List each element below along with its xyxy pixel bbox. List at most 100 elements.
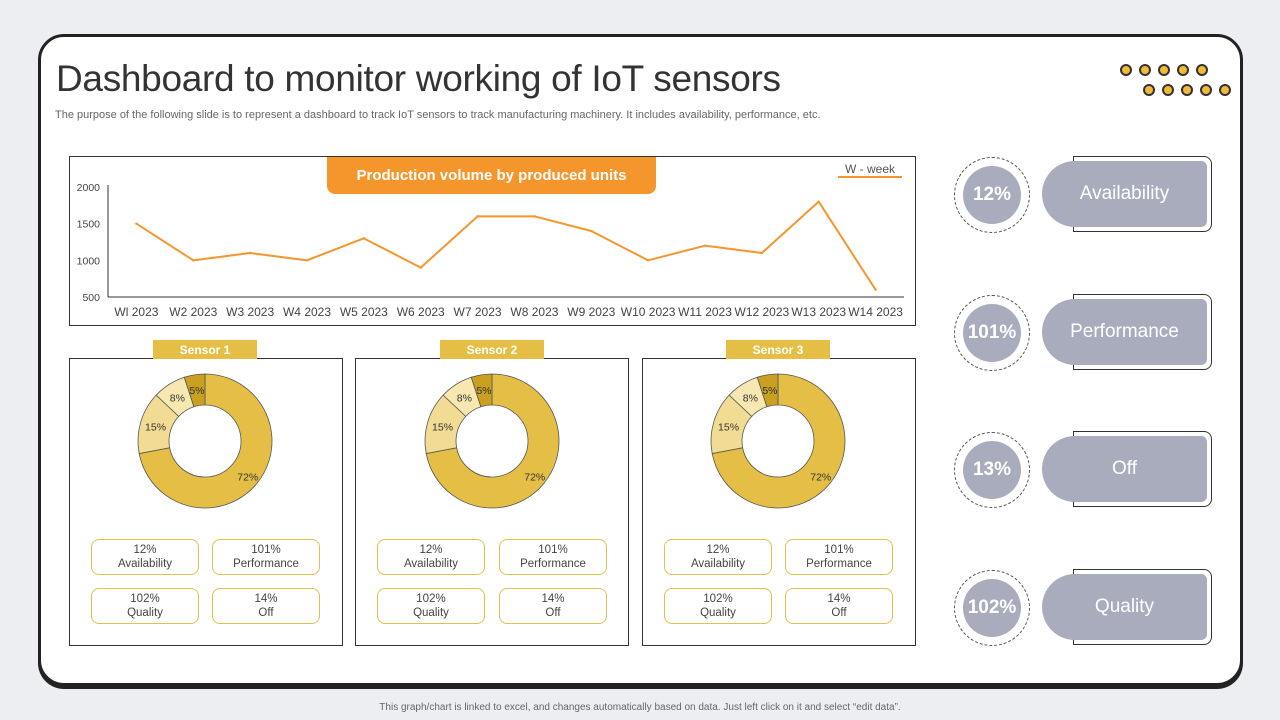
decor-dot xyxy=(1143,84,1155,96)
stat-value: 14% xyxy=(254,593,278,605)
x-tick-label: W10 2023 xyxy=(621,305,676,319)
data-point xyxy=(590,229,593,233)
donut-slice-label: 15% xyxy=(718,422,739,434)
donut-slice xyxy=(425,373,560,509)
sensor-3-stat-off: 14% Off xyxy=(785,588,893,624)
x-tick-label: W6 2023 xyxy=(397,305,445,319)
x-tick-label: W11 2023 xyxy=(678,305,732,319)
stat-label: Performance xyxy=(233,558,299,570)
sensor-1-stat-performance: 101% Performance xyxy=(212,539,320,575)
sensor-3-donut-chart[interactable]: 72% 15% 8% 5% xyxy=(703,366,853,516)
decor-dot xyxy=(1158,64,1170,76)
stat-label: Quality xyxy=(127,607,163,619)
stat-label: Availability xyxy=(117,558,173,570)
sensor-1-stat-quality: 102% Quality xyxy=(91,588,199,624)
x-tick-label: W8 2023 xyxy=(510,305,558,319)
donut-slice-label: 8% xyxy=(170,393,185,405)
data-point xyxy=(135,222,138,225)
y-tick-label: 500 xyxy=(82,292,100,304)
series-line xyxy=(135,200,877,291)
sensor-1-donut-chart[interactable]: 72% 15% 8% 5% xyxy=(130,366,280,516)
kpi-label-quality: Quality xyxy=(1042,574,1207,640)
decorative-dots xyxy=(1118,62,1233,102)
x-tick-label: W2 2023 xyxy=(169,305,217,319)
kpi-value-off: 13% xyxy=(963,441,1021,499)
kpi-label-off: Off xyxy=(1042,436,1207,502)
donut-slice-label: 72% xyxy=(237,471,258,483)
y-tick-label: 1500 xyxy=(77,219,101,231)
stat-label: Off xyxy=(545,607,561,619)
x-tick-label: W5 2023 xyxy=(340,305,388,319)
x-tick-label: W7 2023 xyxy=(454,305,502,319)
donut-slice-label: 5% xyxy=(762,385,777,397)
decor-dot xyxy=(1219,84,1231,96)
donut-slice-label: 8% xyxy=(457,393,472,405)
sensor-2-donut-chart[interactable]: 72% 15% 8% 5% xyxy=(417,366,567,516)
sensor-1-stat-off: 14% Off xyxy=(212,588,320,624)
x-tick-label: W12 2023 xyxy=(735,305,790,319)
x-tick-label: W9 2023 xyxy=(567,305,615,319)
stat-label: Availability xyxy=(690,558,746,570)
data-point xyxy=(419,266,422,269)
decor-dot xyxy=(1196,64,1208,76)
decor-dot xyxy=(1177,64,1189,76)
decor-dot xyxy=(1200,84,1212,96)
stat-label: Off xyxy=(258,607,274,619)
donut-slice-label: 8% xyxy=(743,393,758,405)
data-point xyxy=(533,215,536,218)
sensor-tab-1: Sensor 1 xyxy=(153,340,257,359)
sensor-2-stat-availability: 12% Availability xyxy=(377,539,485,575)
decor-dot xyxy=(1162,84,1174,96)
stat-label: Quality xyxy=(700,607,736,619)
x-tick-label: W4 2023 xyxy=(283,305,331,319)
stat-value: 12% xyxy=(706,544,730,556)
kpi-ring-availability: 12% xyxy=(954,157,1030,233)
donut-slice-label: 72% xyxy=(810,471,831,483)
decor-dot xyxy=(1120,64,1132,76)
donut-slice xyxy=(711,373,846,509)
stat-value: 12% xyxy=(133,544,157,556)
stat-label: Availability xyxy=(403,558,459,570)
donut-slice-label: 5% xyxy=(189,385,204,397)
stat-value: 101% xyxy=(538,544,568,556)
stat-label: Performance xyxy=(806,558,872,570)
data-point xyxy=(646,259,650,262)
kpi-label-availability: Availability xyxy=(1042,161,1207,227)
sensor-3-stat-quality: 102% Quality xyxy=(664,588,772,624)
stat-value: 101% xyxy=(824,544,854,556)
data-point xyxy=(192,259,195,262)
line-chart-title: Production volume by produced units xyxy=(327,157,656,194)
sensor-3-stat-performance: 101% Performance xyxy=(785,539,893,575)
production-line-chart[interactable]: 2000 1500 1000 500 Wl 2023 W2 2023 W3 2023 W4 2… xyxy=(70,157,917,327)
sensor-tab-3: Sensor 3 xyxy=(726,340,830,359)
decor-dot xyxy=(1181,84,1193,96)
donut-slice xyxy=(470,373,493,408)
stat-value: 102% xyxy=(130,593,160,605)
stat-value: 102% xyxy=(703,593,733,605)
data-point xyxy=(703,244,707,247)
stat-value: 12% xyxy=(419,544,443,556)
data-point xyxy=(248,251,252,255)
page-subtitle: The purpose of the following slide is to… xyxy=(55,109,821,121)
kpi-ring-off: 13% xyxy=(954,432,1030,508)
donut-slice-label: 5% xyxy=(476,385,491,397)
sensor-2-stat-quality: 102% Quality xyxy=(377,588,485,624)
data-point xyxy=(476,215,479,218)
footnote: This graph/chart is linked to excel, and… xyxy=(379,702,901,713)
legend-label: W - week xyxy=(845,162,896,176)
kpi-label-performance: Performance xyxy=(1042,299,1207,365)
sensor-3-stat-availability: 12% Availability xyxy=(664,539,772,575)
stat-label: Off xyxy=(831,607,847,619)
donut-slice xyxy=(138,373,273,509)
donut-slice xyxy=(183,373,206,408)
stat-value: 14% xyxy=(827,593,851,605)
kpi-value-availability: 12% xyxy=(963,166,1021,224)
stat-label: Performance xyxy=(520,558,586,570)
data-point xyxy=(362,237,366,240)
sensor-1-stat-availability: 12% Availability xyxy=(91,539,199,575)
donut-slice-label: 15% xyxy=(145,422,166,434)
kpi-ring-quality: 102% xyxy=(954,570,1030,646)
donut-slice xyxy=(756,373,779,408)
kpi-value-quality: 102% xyxy=(963,579,1021,637)
sensor-tab-2: Sensor 2 xyxy=(440,340,544,359)
